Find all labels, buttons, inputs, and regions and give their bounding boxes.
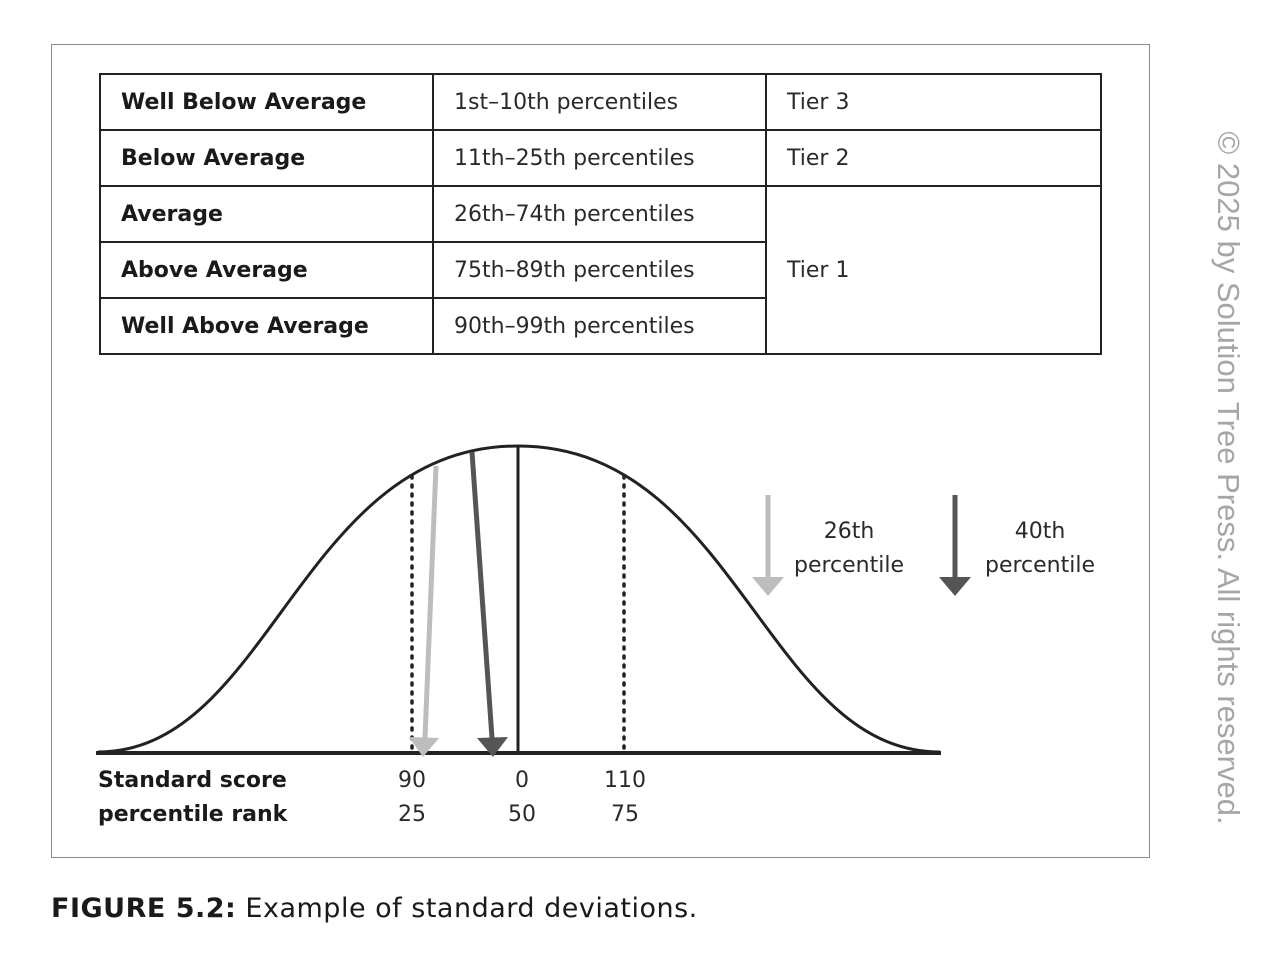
arrow-26th-shaft bbox=[422, 465, 439, 739]
row-range: 26th–74th percentiles bbox=[432, 185, 767, 243]
row-label: Above Average bbox=[99, 241, 434, 299]
tick-standard-score: 0 bbox=[515, 768, 529, 793]
arrow-40th-shaft bbox=[469, 451, 495, 739]
row-tier: Tier 3 bbox=[765, 73, 1102, 131]
figure-caption-text: Example of standard deviations. bbox=[236, 893, 698, 924]
table-row: Below Average 11th–25th percentiles Tier… bbox=[99, 129, 1102, 187]
row-label: Well Below Average bbox=[99, 73, 434, 131]
table-row: Well Above Average 90th–99th percentiles bbox=[99, 297, 1101, 355]
row-range: 75th–89th percentiles bbox=[432, 241, 767, 299]
row-label: Below Average bbox=[99, 129, 434, 187]
figure-caption: FIGURE 5.2: Example of standard deviatio… bbox=[51, 893, 698, 924]
row-tier: Tier 2 bbox=[765, 129, 1102, 187]
legend-arrow-26th-head bbox=[752, 577, 784, 596]
legend-line: 40th bbox=[1014, 519, 1066, 544]
row-label: Average bbox=[99, 185, 434, 243]
tick-75th: 110 75 bbox=[585, 764, 665, 832]
table-row: Above Average 75th–89th percentiles bbox=[99, 241, 1101, 299]
copyright-notice: © 2025 by Solution Tree Press. All right… bbox=[1211, 131, 1246, 825]
legend-line: percentile bbox=[793, 553, 905, 578]
tick-50th: 0 50 bbox=[482, 764, 562, 832]
figure-number: FIGURE 5.2: bbox=[51, 893, 237, 924]
row-range: 90th–99th percentiles bbox=[432, 297, 767, 355]
bell-curve bbox=[97, 444, 941, 754]
legend-line: percentile bbox=[984, 553, 1096, 578]
row-label: Well Above Average bbox=[99, 297, 434, 355]
tick-percentile-rank: 25 bbox=[398, 802, 426, 827]
legend-26th-percentile: 26th percentile bbox=[779, 515, 919, 583]
tick-percentile-rank: 50 bbox=[508, 802, 536, 827]
row-range: 1st–10th percentiles bbox=[432, 73, 767, 131]
tick-standard-score: 110 bbox=[604, 768, 646, 793]
tick-25th: 90 25 bbox=[372, 764, 452, 832]
percentile-rank-label: percentile rank bbox=[98, 802, 288, 827]
standard-score-label: Standard score bbox=[98, 768, 287, 793]
percentile-tier-table: Well Below Average 1st–10th percentiles … bbox=[99, 73, 1102, 355]
arrow-40th-head bbox=[477, 737, 508, 757]
tick-standard-score: 90 bbox=[398, 768, 426, 793]
figure-frame bbox=[51, 44, 1150, 858]
row-range: 11th–25th percentiles bbox=[432, 129, 767, 187]
arrow-26th-head bbox=[409, 737, 439, 757]
axis-row-labels: Standard score percentile rank bbox=[98, 764, 287, 832]
legend-line: 26th bbox=[823, 519, 875, 544]
table-row: Well Below Average 1st–10th percentiles … bbox=[99, 73, 1102, 131]
row-tier: Tier 1 bbox=[765, 185, 1102, 355]
table-row: Average 26th–74th percentiles Tier 1 bbox=[99, 185, 1102, 355]
legend-arrow-40th-head bbox=[939, 577, 971, 596]
tick-percentile-rank: 75 bbox=[611, 802, 639, 827]
legend-40th-percentile: 40th percentile bbox=[970, 515, 1110, 583]
